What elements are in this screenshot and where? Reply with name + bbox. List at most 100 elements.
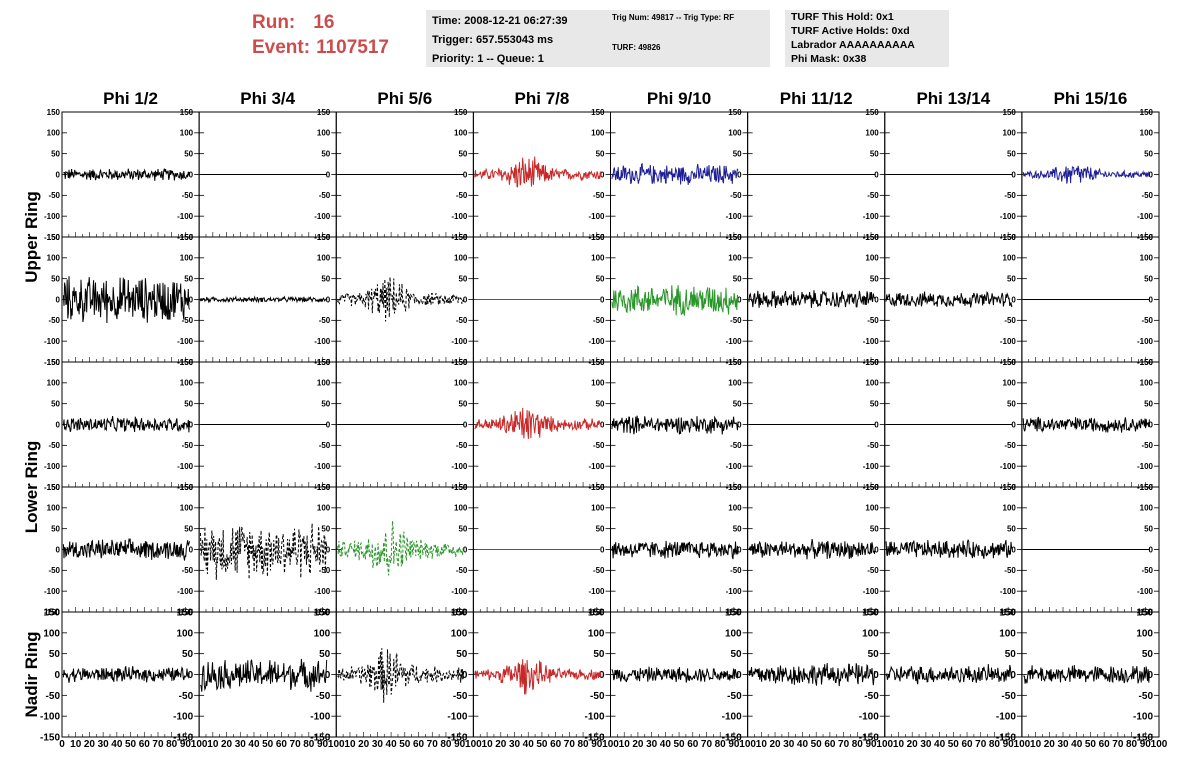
y-tick-label: 0 <box>189 545 194 554</box>
y-tick-label: -50 <box>593 441 605 450</box>
y-tick-label: 100 <box>454 254 468 263</box>
y-tick-label: -100 <box>726 587 743 596</box>
y-tick-label: 0 <box>737 545 742 554</box>
waveform-series <box>200 523 328 580</box>
y-tick-label: 50 <box>456 649 468 660</box>
x-tick-label: 80 <box>578 739 590 750</box>
turf-hold-line: TURF This Hold: 0x1 <box>791 11 894 23</box>
x-tick-label: 70 <box>427 739 439 750</box>
y-tick-label: -150 <box>451 233 468 242</box>
y-tick-label: -150 <box>726 358 743 367</box>
y-tick-label: 150 <box>1140 483 1154 492</box>
column-title: Phi 15/16 <box>1054 89 1128 108</box>
y-tick-label: -150 <box>726 483 743 492</box>
y-tick-label: 150 <box>728 358 742 367</box>
y-tick-label: 50 <box>593 649 605 660</box>
x-tick-label: 60 <box>961 739 973 750</box>
y-tick-label: 150 <box>176 608 193 619</box>
x-tick-label: 100 <box>1014 739 1031 750</box>
x-tick-label: 90 <box>454 739 466 750</box>
y-tick-label: 0 <box>599 670 605 681</box>
y-tick-label: -50 <box>593 191 605 200</box>
y-tick-label: -150 <box>314 608 331 617</box>
waveform-series <box>200 658 328 692</box>
row-group-label: Lower Ring <box>22 441 41 534</box>
y-tick-label: -100 <box>1133 712 1153 723</box>
y-tick-label: 0 <box>1011 420 1016 429</box>
waveform-series <box>885 664 1013 685</box>
y-tick-label: 50 <box>1142 649 1154 660</box>
x-tick-label: 80 <box>303 739 315 750</box>
y-tick-label: -100 <box>447 712 467 723</box>
y-tick-label: 0 <box>737 420 742 429</box>
x-tick-label: 90 <box>728 739 740 750</box>
y-tick-label: -50 <box>316 691 331 702</box>
x-tick-label: 10 <box>619 739 631 750</box>
y-tick-label: 100 <box>1136 628 1153 639</box>
y-tick-label: -50 <box>319 566 331 575</box>
y-tick-label: -50 <box>867 316 879 325</box>
waveform-series <box>1022 165 1150 184</box>
y-tick-label: -150 <box>314 233 331 242</box>
y-tick-label: -100 <box>44 337 61 346</box>
y-tick-label: 50 <box>184 149 193 158</box>
y-tick-label: -100 <box>451 212 468 221</box>
y-tick-label: -100 <box>859 712 879 723</box>
y-tick-label: -50 <box>1004 441 1016 450</box>
y-tick-label: 50 <box>1144 274 1153 283</box>
y-tick-label: -100 <box>996 712 1016 723</box>
y-tick-label: 100 <box>591 254 605 263</box>
x-tick-label: 100 <box>1151 739 1168 750</box>
x-tick-label: 50 <box>125 739 137 750</box>
x-tick-label: 30 <box>372 739 384 750</box>
y-tick-label: -150 <box>44 233 61 242</box>
y-tick-label: -100 <box>1137 337 1154 346</box>
y-tick-label: 50 <box>870 524 879 533</box>
x-tick-label: 60 <box>139 739 151 750</box>
y-tick-label: 150 <box>865 233 879 242</box>
x-tick-label: 90 <box>317 739 329 750</box>
y-tick-label: -100 <box>726 462 743 471</box>
y-tick-label: -150 <box>1133 733 1153 744</box>
y-tick-label: 0 <box>874 295 879 304</box>
y-tick-label: -150 <box>177 358 194 367</box>
y-tick-label: 50 <box>184 524 193 533</box>
x-tick-label: 80 <box>440 739 452 750</box>
y-tick-label: 100 <box>591 379 605 388</box>
y-tick-label: 50 <box>868 649 880 660</box>
y-tick-label: 100 <box>180 379 194 388</box>
y-tick-label: -100 <box>726 212 743 221</box>
y-tick-label: 100 <box>1140 379 1154 388</box>
y-tick-label: -100 <box>314 587 331 596</box>
y-tick-label: -100 <box>451 337 468 346</box>
y-tick-label: 50 <box>1007 524 1016 533</box>
y-tick-label: -100 <box>863 587 880 596</box>
y-tick-label: -50 <box>456 191 468 200</box>
y-tick-label: -100 <box>314 337 331 346</box>
y-tick-label: -100 <box>1000 462 1017 471</box>
trig-num-line: Trig Num: 49817 -- Trig Type: RF <box>612 13 735 22</box>
y-tick-label: 0 <box>600 545 605 554</box>
y-tick-label: -150 <box>588 358 605 367</box>
y-tick-label: -150 <box>722 733 742 744</box>
x-tick-label: 90 <box>1140 739 1152 750</box>
y-tick-label: 150 <box>454 108 468 117</box>
y-tick-label: -100 <box>588 587 605 596</box>
y-tick-label: -50 <box>182 191 194 200</box>
y-tick-label: 150 <box>728 108 742 117</box>
x-tick-label: 40 <box>934 739 946 750</box>
y-tick-label: 50 <box>1007 399 1016 408</box>
x-tick-label: 20 <box>495 739 507 750</box>
y-tick-label: -150 <box>726 608 743 617</box>
y-tick-label: -150 <box>726 233 743 242</box>
column-title: Phi 5/6 <box>377 89 432 108</box>
waveform-series <box>611 162 739 185</box>
waveform-series <box>62 666 190 683</box>
y-tick-label: 100 <box>317 254 331 263</box>
y-tick-label: 150 <box>317 483 331 492</box>
y-tick-label: -150 <box>44 608 61 617</box>
x-tick-label: 40 <box>111 739 123 750</box>
y-tick-label: 0 <box>463 545 468 554</box>
column-title: Phi 11/12 <box>780 89 853 108</box>
y-tick-label: 0 <box>56 295 61 304</box>
